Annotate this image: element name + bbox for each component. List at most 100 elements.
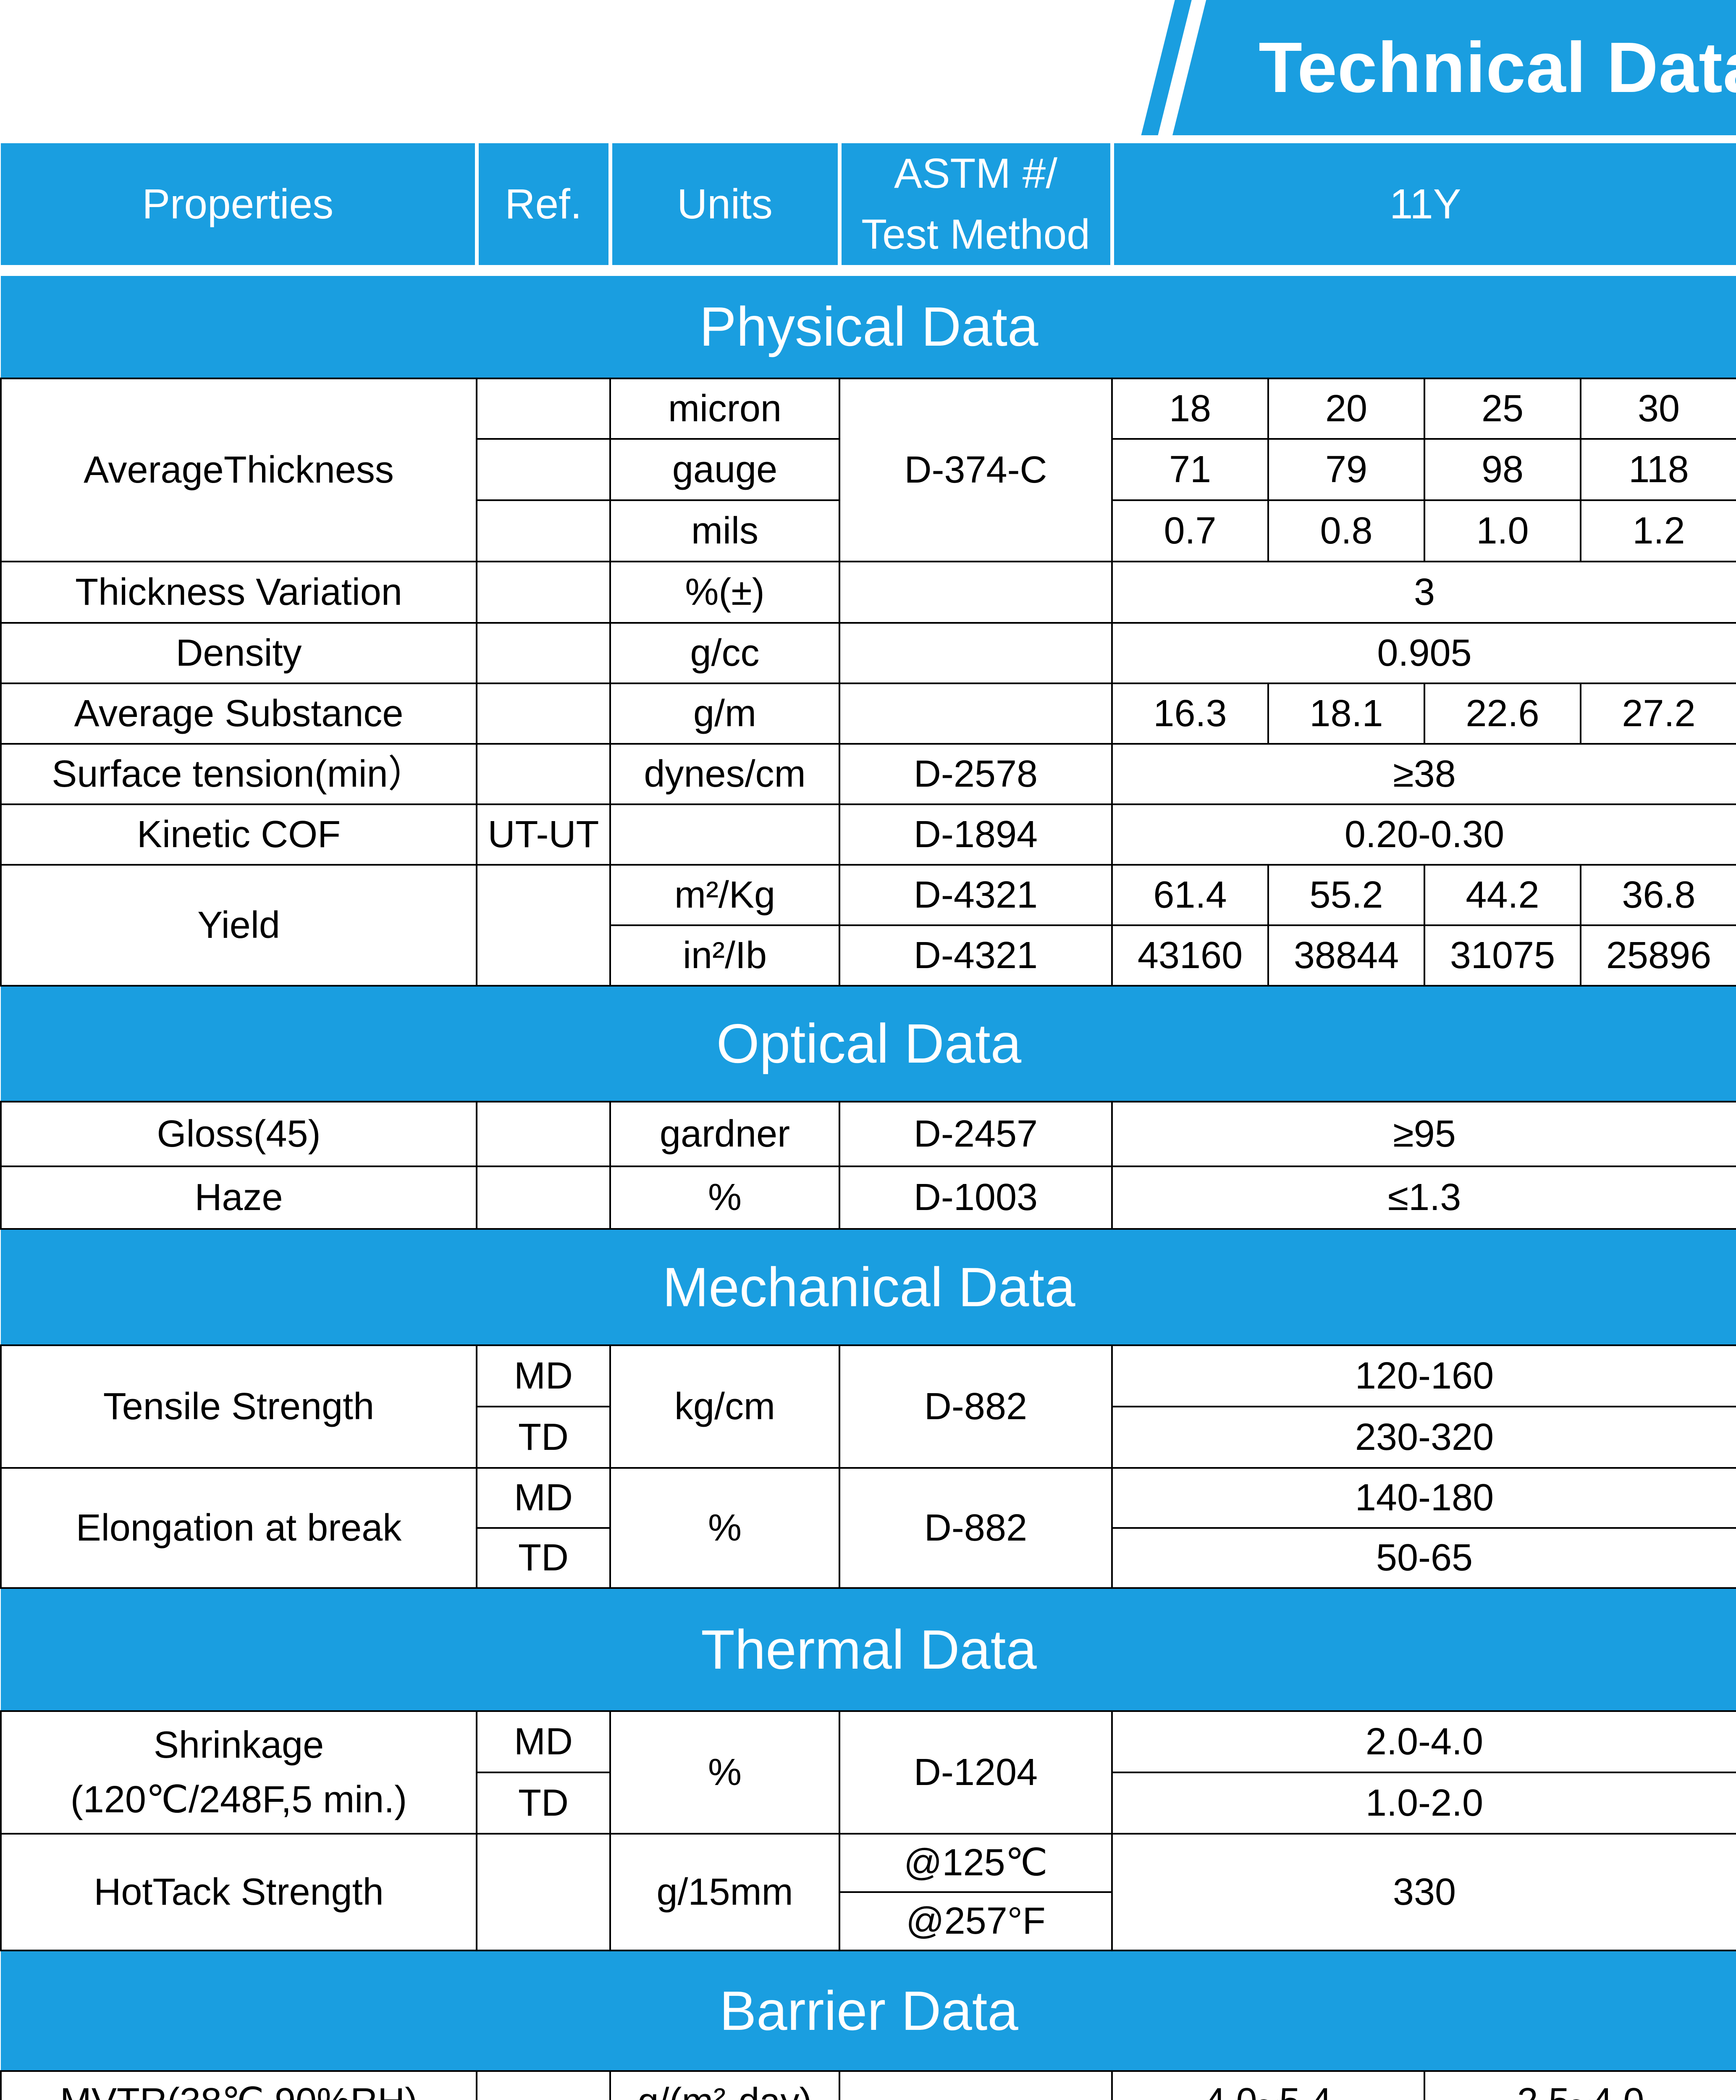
cell-unit: gardner [609, 1101, 840, 1167]
cell-value: 55.2 [1267, 864, 1425, 926]
table-row: in²/Ib D-4321 43160 38844 31075 25896 [1, 924, 1736, 987]
section-header-optical: Optical Data [1, 985, 1736, 1102]
table-row: gauge 71 79 98 118 [1, 438, 1736, 501]
empty-ref-cell [476, 561, 611, 624]
cell-astm: D-1003 [839, 1166, 1113, 1230]
header-astm: ASTM #/ Test Method [839, 143, 1114, 265]
cell-value-span: ≥95 [1111, 1101, 1736, 1167]
cell-value: 30 [1579, 378, 1736, 440]
shrinkage-label-line1: Shrinkage [153, 1724, 324, 1766]
cell-ref-md: MD [476, 1344, 611, 1407]
cell-value: 25896 [1579, 924, 1736, 987]
table-row: AverageThickness micron D-374-C 18 20 25… [0, 378, 1736, 562]
table-row: mils 0.7 0.8 1.0 1.2 [1, 499, 1736, 562]
empty-ref-cell [476, 1833, 611, 1951]
technical-data-banner: Technical Data [0, 0, 1736, 135]
cell-astm: D-882 [839, 1344, 1113, 1469]
cell-astm: D-1894 [839, 803, 1113, 866]
banner-box: Technical Data [1172, 0, 1736, 135]
cell-value-span: 140-180 [1111, 1467, 1736, 1529]
section-row-physical: Physical Data [1, 276, 1736, 379]
table-row: Density g/cc 0.905 [0, 622, 1736, 684]
cell-value: 0.8 [1267, 499, 1425, 562]
page-title: Technical Data [1259, 28, 1736, 108]
empty-ref-cell [476, 622, 611, 684]
cell-value-span: 120-160 [1111, 1344, 1736, 1407]
cell-astm: D-4321 [839, 924, 1113, 987]
empty-ref-cell [476, 2070, 611, 2100]
cell-property-average-substance: Average Substance [0, 682, 477, 745]
section-row-barrier: Barrier Data [1, 1950, 1736, 2072]
cell-property-hottack: HotTack Strength [0, 1833, 477, 1951]
cell-value: 18 [1111, 378, 1269, 440]
cell-value: 20 [1267, 378, 1425, 440]
section-row-thermal: Thermal Data [1, 1587, 1736, 1712]
cell-property-tensile: Tensile Strength [0, 1344, 477, 1469]
cell-value: 43160 [1111, 924, 1269, 987]
cell-unit: g/m [609, 682, 840, 745]
table-row: Kinetic COF UT-UT D-1894 0.20-0.30 [0, 803, 1736, 866]
cell-value: 44.2 [1424, 864, 1581, 926]
empty-ref-cell [476, 1101, 611, 1167]
cell-value: 36.8 [1579, 864, 1736, 926]
cell-property-shrinkage: Shrinkage (120℃/248F,5 min.) [0, 1710, 477, 1835]
table-row: TD 230-320 [1, 1406, 1736, 1469]
table-row: TD 1.0-2.0 [1, 1772, 1736, 1835]
cell-value: 27.2 [1579, 682, 1736, 745]
cell-astm: D-2457 [839, 1101, 1113, 1167]
table-row: Tensile Strength MD kg/cm D-882 120-160 [0, 1344, 1736, 1469]
cell-astm: D-882 [839, 1467, 1113, 1589]
cell-value: 118 [1579, 438, 1736, 501]
empty-astm-cell [839, 682, 1113, 745]
cell-property-density: Density [0, 622, 477, 684]
table-row: Gloss(45) gardner D-2457 ≥95 [0, 1101, 1736, 1167]
cell-property-kinetic-cof: Kinetic COF [0, 803, 477, 866]
cell-value-half: 4.0~5.4 [1111, 2070, 1425, 2100]
table-row: Average Substance g/m 16.3 18.1 22.6 27.… [0, 682, 1736, 745]
cell-value-span: 230-320 [1111, 1406, 1736, 1469]
cell-unit: g/cc [609, 622, 840, 684]
cell-unit: % [609, 1467, 840, 1589]
cell-value-span: 330 [1111, 1833, 1736, 1951]
header-ref: Ref. [477, 143, 612, 265]
empty-ref-cell [476, 1166, 611, 1230]
cell-value: 71 [1111, 438, 1269, 501]
table-row: Yield m²/Kg D-4321 61.4 55.2 44.2 36.8 [0, 864, 1736, 987]
cell-property-thickness-variation: Thickness Variation [0, 561, 477, 624]
table-row: Surface tension(min） dynes/cm D-2578 ≥38 [0, 743, 1736, 805]
header-units: Units [610, 143, 842, 265]
cell-value: 22.6 [1424, 682, 1581, 745]
cell-unit: % [609, 1710, 840, 1835]
empty-astm-cell [839, 561, 1113, 624]
empty-ref-cell [476, 499, 611, 562]
cell-astm: D-1204 [839, 1710, 1113, 1835]
empty-ref-cell [476, 743, 611, 805]
header-astm-line2: Test Method [861, 211, 1090, 258]
table-row: Haze % D-1003 ≤1.3 [0, 1166, 1736, 1230]
cell-value: 16.3 [1111, 682, 1269, 745]
cell-astm-avg-thickness: D-374-C [839, 378, 1113, 562]
technical-data-table: Properties Ref. Units ASTM #/ Test Metho… [0, 143, 1736, 2100]
section-header-mechanical: Mechanical Data [1, 1228, 1736, 1346]
cell-value: 38844 [1267, 924, 1425, 987]
cell-ref-td: TD [476, 1406, 611, 1469]
shrinkage-label-line2: (120℃/248F,5 min.) [70, 1779, 407, 1821]
table-row: HotTack Strength g/15mm @125℃ 330 [0, 1833, 1736, 1951]
cell-value: 79 [1267, 438, 1425, 501]
cell-property-elongation: Elongation at break [0, 1467, 477, 1589]
table-row: MVTR(38℃,90%RH) g/(m²·day) F-1249 4.0~5.… [0, 2070, 1736, 2100]
cell-unit: %(±) [609, 561, 840, 624]
cell-value: 18.1 [1267, 682, 1425, 745]
cell-unit: g/(m²·day) [609, 2070, 840, 2100]
empty-ref-cell [476, 682, 611, 745]
cell-value-span: 3 [1111, 561, 1736, 624]
cell-property-yield: Yield [0, 864, 477, 987]
cell-value: 31075 [1424, 924, 1581, 987]
cell-ref-md: MD [476, 1710, 611, 1773]
cell-property-surface-tension: Surface tension(min） [0, 743, 477, 805]
cell-value-span: 2.0-4.0 [1111, 1710, 1736, 1773]
table-row: @257°F [1, 1891, 1736, 1951]
empty-astm-cell [839, 622, 1113, 684]
cell-astm: D-4321 [839, 864, 1113, 926]
cell-value-span: 50-65 [1111, 1527, 1736, 1589]
